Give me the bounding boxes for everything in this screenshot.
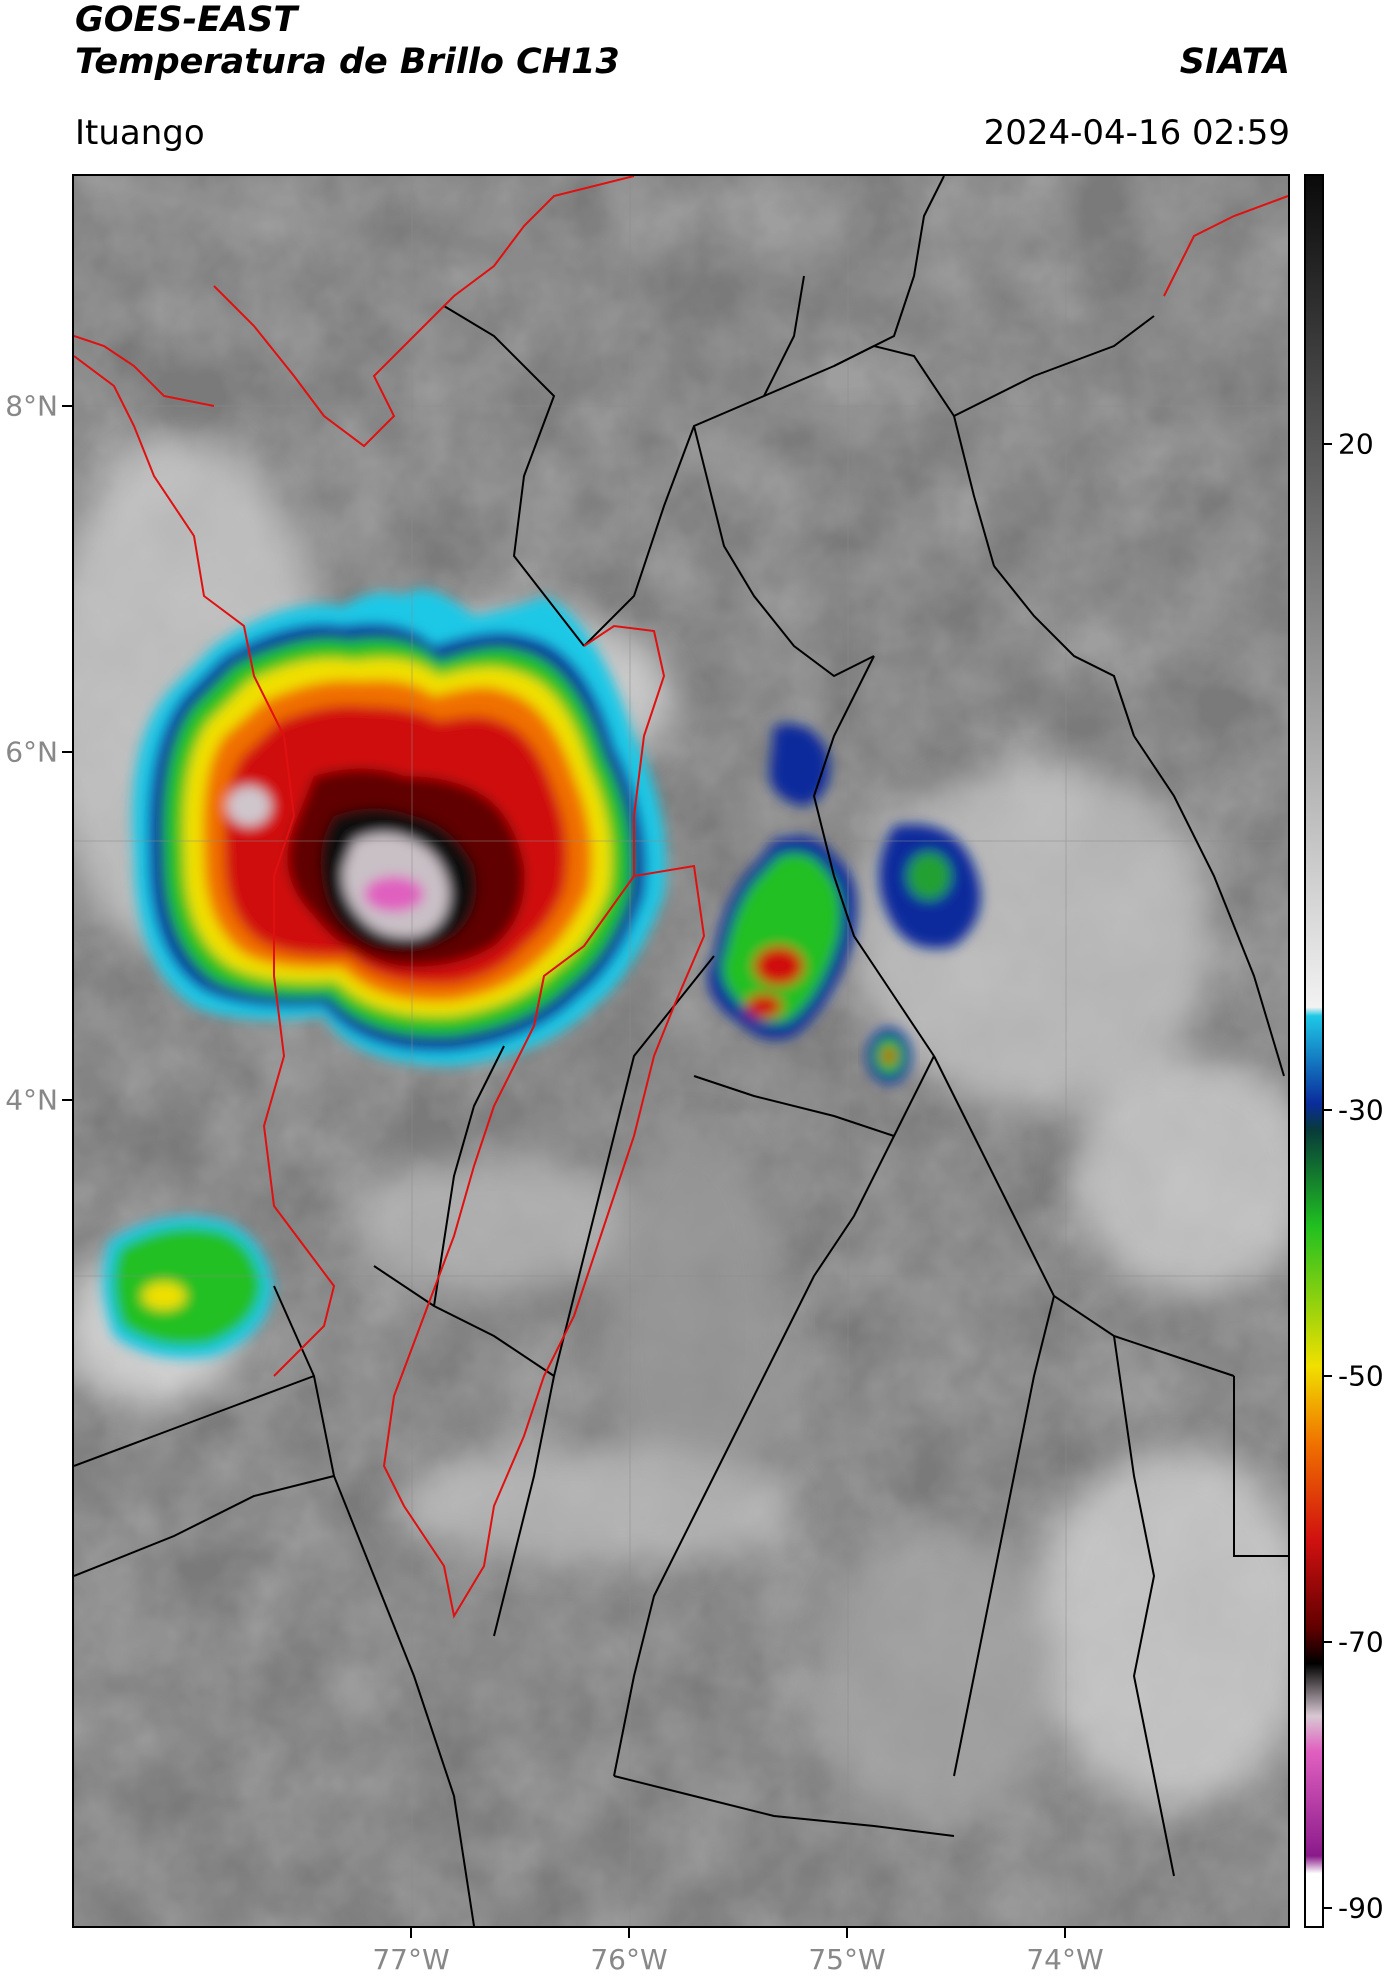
colorbar-tick xyxy=(1322,1109,1332,1111)
colorbar-tick xyxy=(1322,1375,1332,1377)
colorbar-label-minus90: -90 xyxy=(1338,1891,1384,1925)
convective-cell-main xyxy=(132,589,667,1066)
convective-cell-central xyxy=(708,836,857,1040)
convective-cell-northeast xyxy=(769,724,830,806)
lat-label-4n: 4°N xyxy=(5,1083,58,1117)
political-borders xyxy=(74,176,1288,1926)
colorbar-tick xyxy=(1322,1641,1332,1643)
satellite-map xyxy=(72,174,1290,1928)
lat-tick xyxy=(62,751,72,753)
colorbar-label-minus30: -30 xyxy=(1338,1093,1384,1127)
lat-tick xyxy=(62,405,72,407)
lat-tick xyxy=(62,1099,72,1101)
lon-tick xyxy=(846,1928,848,1938)
lon-tick xyxy=(1064,1928,1066,1938)
colorbar-label-20: 20 xyxy=(1338,427,1374,461)
convective-cell-east xyxy=(879,824,981,949)
lon-tick xyxy=(628,1928,630,1938)
colorbar-label-minus70: -70 xyxy=(1338,1625,1384,1659)
lon-tick xyxy=(410,1928,412,1938)
colorbar xyxy=(1304,174,1324,1928)
lon-label-75w: 75°W xyxy=(808,1943,886,1976)
timestamp-label: 2024-04-16 02:59 xyxy=(983,113,1290,153)
location-label: Ituango xyxy=(75,113,205,153)
lon-label-74w: 74°W xyxy=(1026,1943,1104,1976)
convective-cell-southwest xyxy=(102,1216,274,1359)
lon-label-77w: 77°W xyxy=(372,1943,450,1976)
colorbar-label-minus50: -50 xyxy=(1338,1359,1384,1393)
colorbar-tick xyxy=(1322,443,1332,445)
channel-title: Temperatura de Brillo CH13 xyxy=(75,42,620,82)
convective-cell-small xyxy=(867,1028,911,1084)
product-title: GOES-EAST xyxy=(75,0,298,40)
lon-label-76w: 76°W xyxy=(590,1943,668,1976)
lat-label-8n: 8°N xyxy=(5,389,58,423)
colorbar-tick xyxy=(1322,1907,1332,1909)
graticule xyxy=(74,176,1288,1926)
lat-label-6n: 6°N xyxy=(5,735,58,769)
region-border xyxy=(74,176,1288,1619)
brand-label: SIATA xyxy=(1179,42,1290,82)
